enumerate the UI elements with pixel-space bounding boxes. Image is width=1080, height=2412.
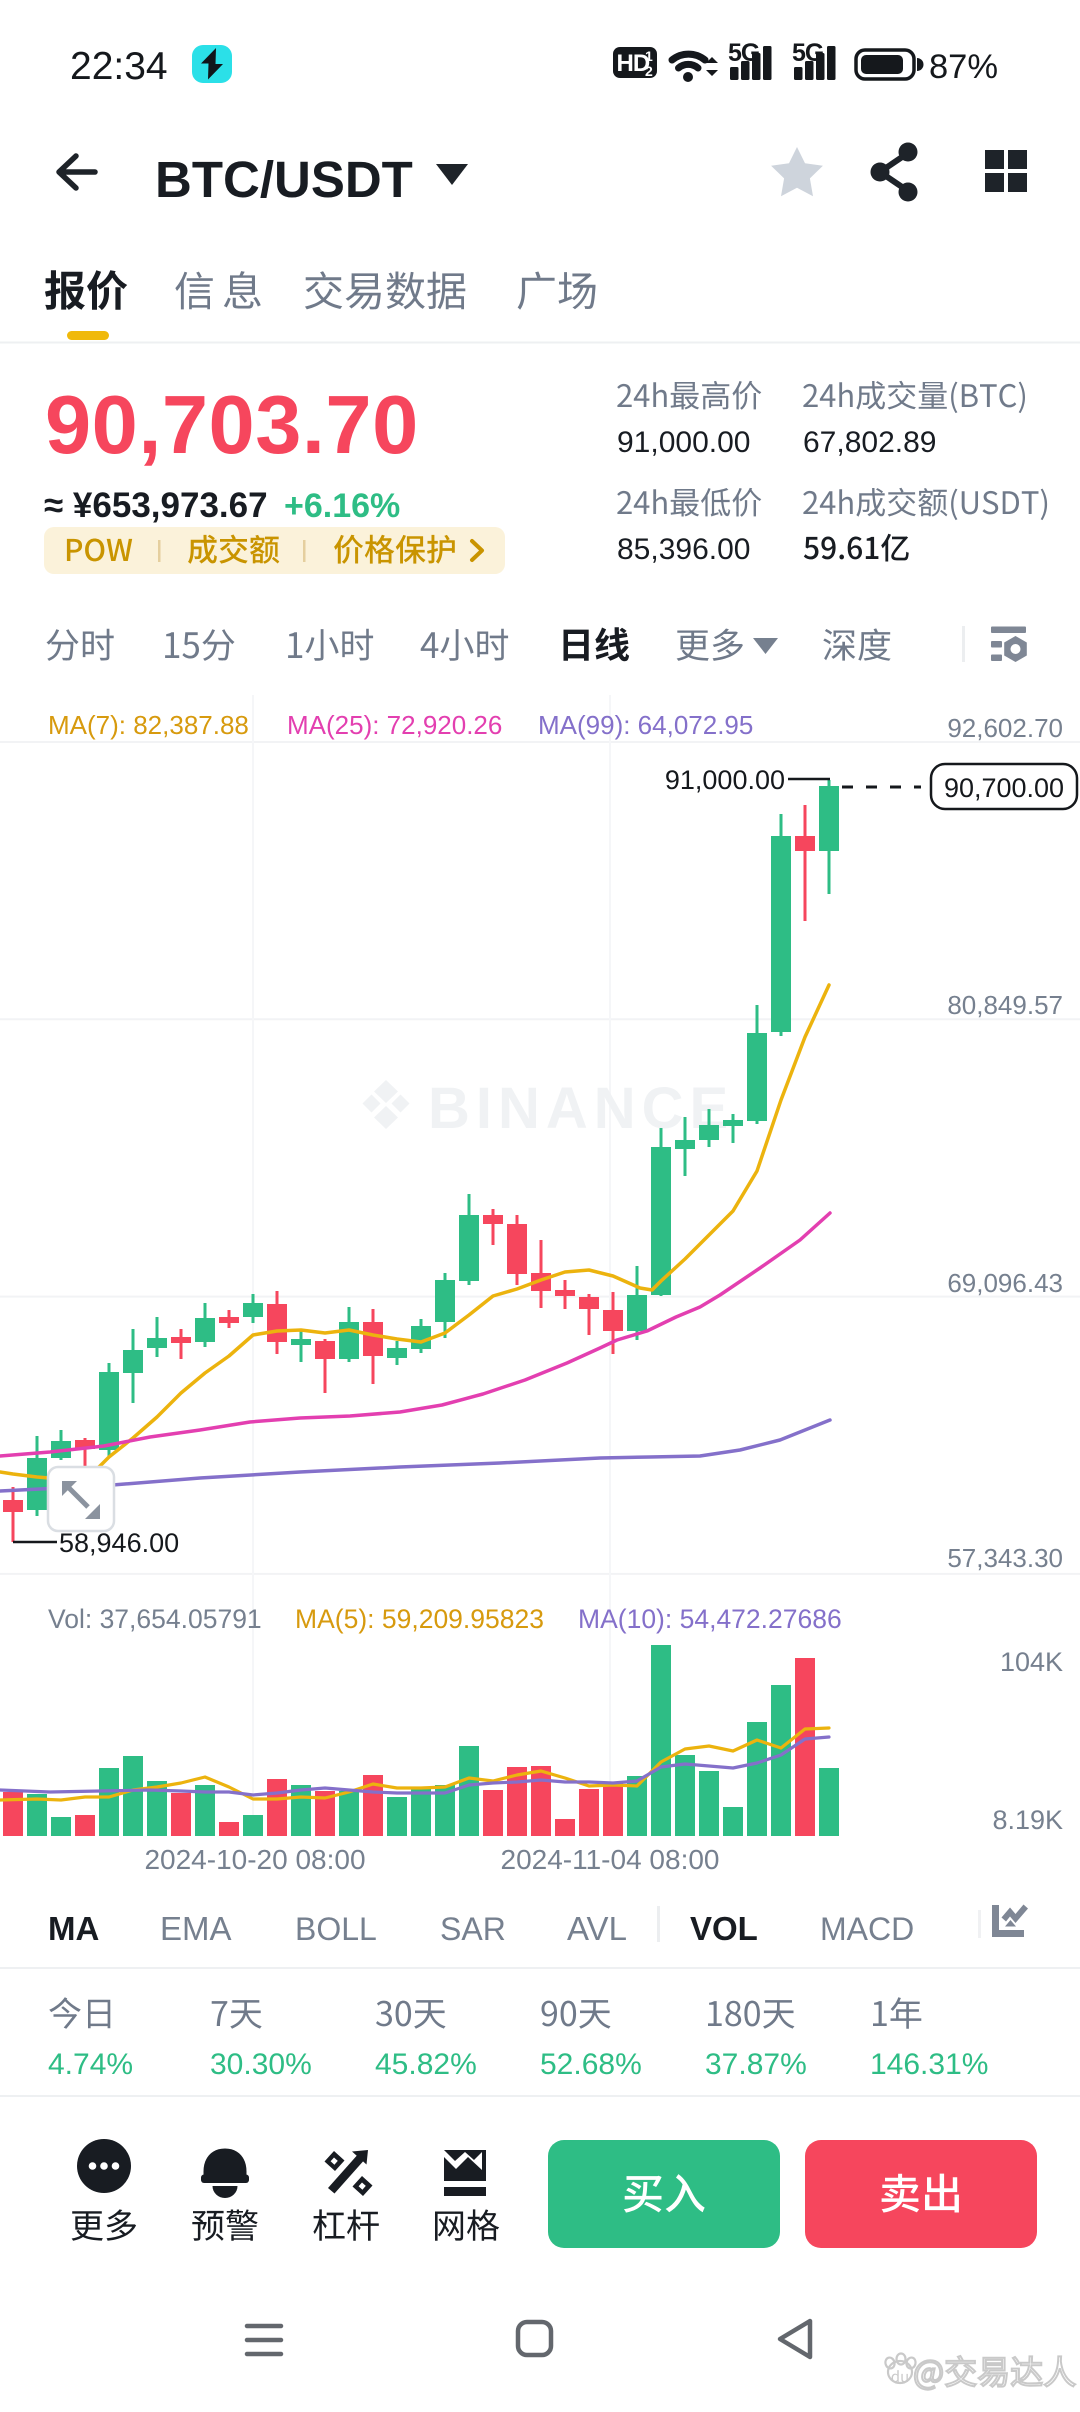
svg-text:67,802.89: 67,802.89 <box>803 426 936 459</box>
svg-text:69,096.43: 69,096.43 <box>947 1268 1063 1298</box>
svg-text:90,700.00: 90,700.00 <box>944 773 1064 803</box>
svg-text:MA: MA <box>48 1910 99 1947</box>
svg-text:MACD: MACD <box>820 1911 914 1947</box>
svg-text:EMA: EMA <box>160 1910 232 1947</box>
svg-text:104K: 104K <box>1000 1647 1063 1677</box>
svg-text:52.68%: 52.68% <box>540 2048 642 2081</box>
svg-text:VOL: VOL <box>690 1910 758 1947</box>
svg-text:2: 2 <box>645 63 653 79</box>
svg-text:45.82%: 45.82% <box>375 2048 477 2081</box>
svg-text:MA(5): 59,209.95823: MA(5): 59,209.95823 <box>295 1604 544 1634</box>
svg-text:1: 1 <box>645 48 653 64</box>
svg-text:BINANCE: BINANCE <box>428 1076 734 1141</box>
svg-text:SAR: SAR <box>440 1911 506 1947</box>
svg-text:8.19K: 8.19K <box>992 1805 1063 1835</box>
svg-text:MA(10): 54,472.27686: MA(10): 54,472.27686 <box>578 1604 842 1634</box>
svg-text:87%: 87% <box>929 48 998 86</box>
svg-text:HD: HD <box>617 50 650 77</box>
svg-text:91,000.00: 91,000.00 <box>617 426 750 459</box>
svg-text:37.87%: 37.87% <box>705 2048 807 2081</box>
svg-text:≈ ¥653,973.67: ≈ ¥653,973.67 <box>44 486 268 525</box>
svg-text:57,343.30: 57,343.30 <box>947 1543 1063 1573</box>
svg-text:Vol: 37,654.05791: Vol: 37,654.05791 <box>48 1604 262 1634</box>
svg-text:90,703.70: 90,703.70 <box>45 378 419 471</box>
svg-text:146.31%: 146.31% <box>870 2048 988 2081</box>
svg-text:BTC/USDT: BTC/USDT <box>155 151 413 208</box>
svg-text:AVL: AVL <box>567 1910 627 1947</box>
svg-text:58,946.00: 58,946.00 <box>59 1528 179 1558</box>
svg-text:2024-11-04 08:00: 2024-11-04 08:00 <box>501 1844 720 1875</box>
svg-text:92,602.70: 92,602.70 <box>947 713 1063 743</box>
svg-text:22:34: 22:34 <box>70 45 168 88</box>
svg-text:MA(99): 64,072.95: MA(99): 64,072.95 <box>538 710 753 740</box>
svg-text:MA(25): 72,920.26: MA(25): 72,920.26 <box>287 710 502 740</box>
svg-text:85,396.00: 85,396.00 <box>617 533 750 566</box>
svg-text:4.74%: 4.74% <box>48 2048 133 2081</box>
svg-text:2024-10-20 08:00: 2024-10-20 08:00 <box>144 1844 365 1875</box>
svg-text:BOLL: BOLL <box>295 1911 377 1947</box>
svg-text:91,000.00: 91,000.00 <box>665 765 785 795</box>
svg-text:MA(7): 82,387.88: MA(7): 82,387.88 <box>48 710 249 740</box>
svg-text:30.30%: 30.30% <box>210 2048 312 2081</box>
svg-text:+6.16%: +6.16% <box>284 487 400 525</box>
svg-text:80,849.57: 80,849.57 <box>947 990 1063 1020</box>
